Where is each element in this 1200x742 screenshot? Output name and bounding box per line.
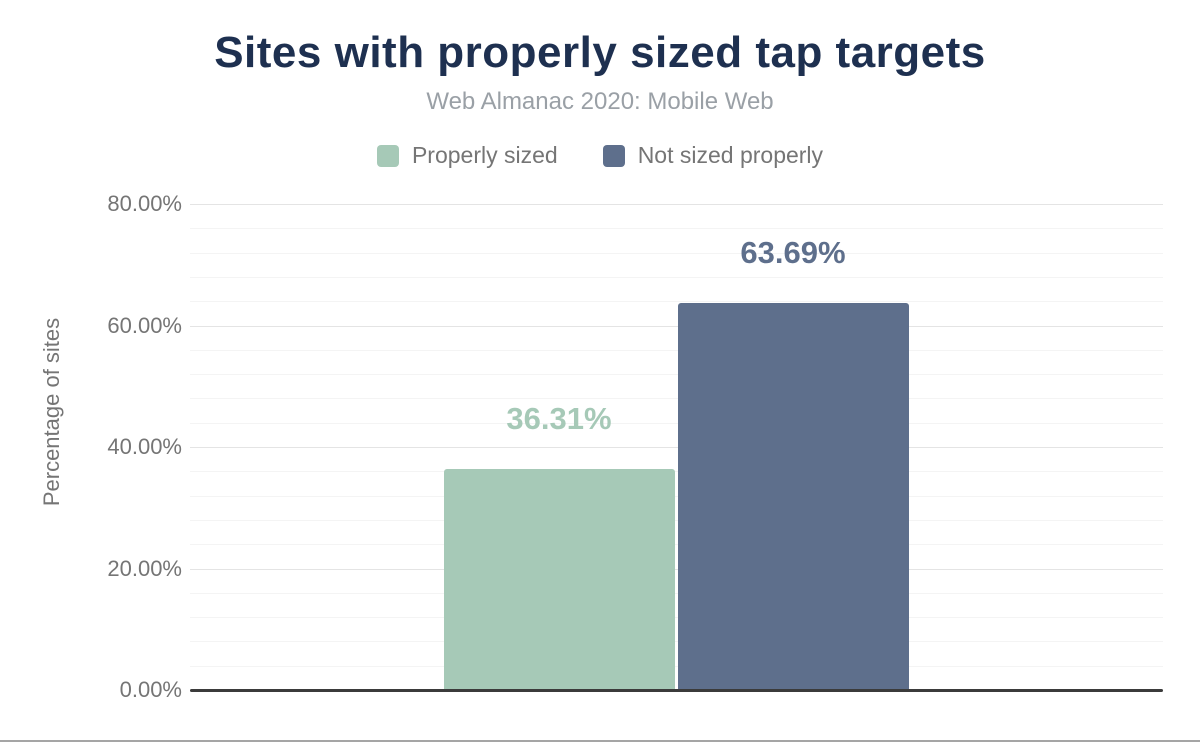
minor-gridline (190, 665, 1163, 667)
y-tick-label: 20.00% (107, 555, 182, 581)
major-gridline (190, 204, 1163, 205)
minor-gridline (190, 641, 1163, 643)
y-tick-label: 40.00% (107, 434, 182, 459)
minor-gridline (190, 228, 1163, 230)
minor-gridline (190, 374, 1163, 376)
y-tick-label: 60.00% (107, 312, 182, 338)
minor-gridline (190, 252, 1163, 254)
minor-gridline (190, 422, 1163, 424)
bar-not-sized-properly[interactable] (677, 303, 909, 690)
legend-item: Properly sized (376, 142, 558, 169)
minor-gridline (190, 276, 1163, 278)
y-tick-label: 80.00% (107, 191, 182, 216)
legend-item: Not sized properly (602, 142, 824, 169)
chart-title: Sites with properly sized tap targets (214, 28, 986, 77)
minor-gridline (190, 544, 1163, 546)
chart-subtitle: Web Almanac 2020: Mobile Web (426, 88, 774, 115)
minor-gridline (190, 495, 1163, 497)
x-axis-line (190, 688, 1163, 692)
bar-value-label: 36.31% (506, 401, 612, 437)
minor-gridline (190, 592, 1163, 594)
legend-label: Properly sized (411, 142, 558, 168)
legend-label: Not sized properly (637, 142, 824, 168)
major-gridline (190, 568, 1163, 570)
major-gridline (190, 447, 1163, 448)
minor-gridline (190, 471, 1163, 473)
legend-swatch (602, 144, 625, 167)
minor-gridline (190, 519, 1163, 521)
y-tick-label: 0.00% (119, 677, 182, 702)
minor-gridline (190, 398, 1163, 400)
minor-gridline (190, 301, 1163, 303)
y-axis-title: Percentage of sites (39, 317, 64, 507)
legend-swatch (376, 144, 399, 167)
major-gridline (190, 325, 1163, 327)
minor-gridline (190, 617, 1163, 619)
bar-properly-sized[interactable] (443, 469, 675, 690)
bar-value-label: 63.69% (740, 235, 846, 271)
legend: Properly sized Not sized properly (0, 142, 1200, 169)
minor-gridline (190, 349, 1163, 351)
